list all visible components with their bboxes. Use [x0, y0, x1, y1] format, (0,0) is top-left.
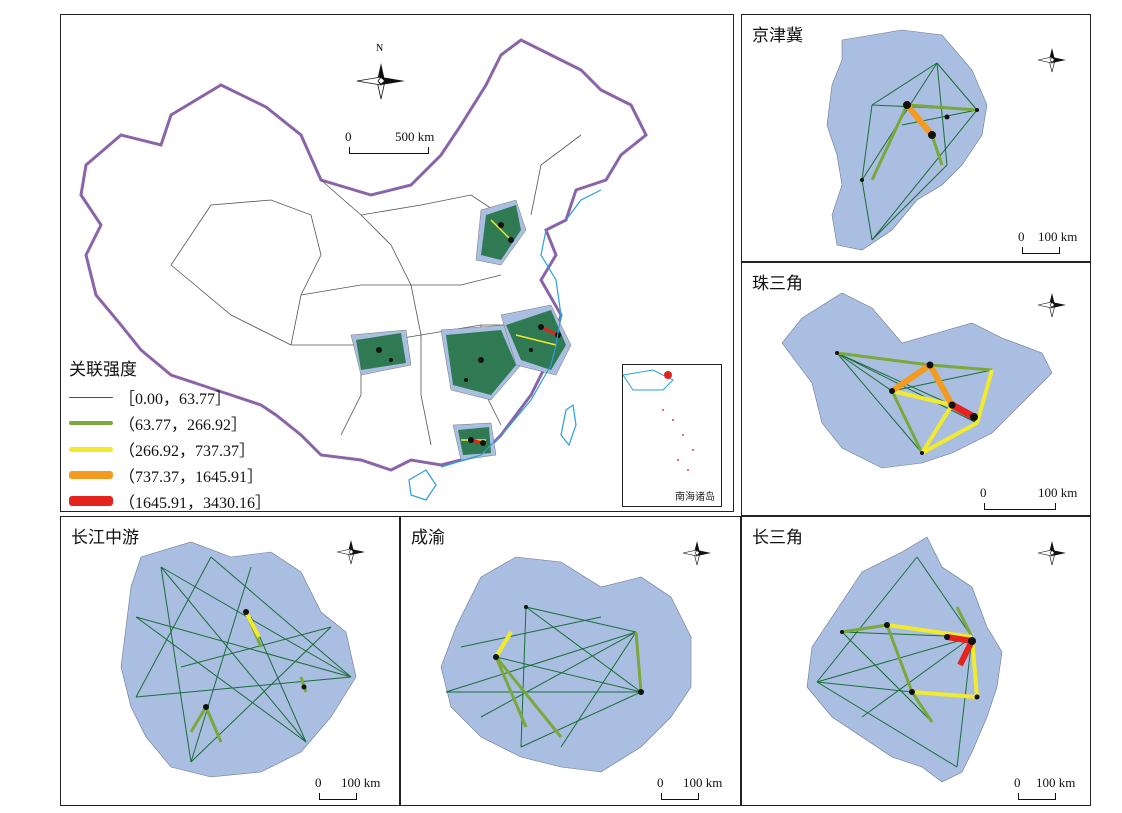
scale-bar: 0 100 km: [1018, 229, 1090, 259]
north-arrow: [336, 540, 365, 565]
inset-label: 南海诸岛: [675, 492, 715, 503]
north-arrow: [1037, 293, 1066, 318]
south-china-sea-inset: 南海诸岛: [622, 364, 722, 507]
legend-item: （63.77，266.92］: [69, 410, 271, 436]
panel-csj: 长三角 0 100 km: [741, 516, 1091, 806]
map-csj: [806, 536, 1066, 783]
legend-item: ［0.00，63.77］: [69, 384, 271, 410]
north-arrow: [682, 541, 711, 566]
north-arrow: [1037, 541, 1066, 566]
taiwan: [560, 403, 577, 447]
panel-title: 珠三角: [752, 274, 803, 293]
scale-zero: 0: [345, 129, 352, 144]
legend-label: （63.77，266.92］: [119, 417, 248, 434]
urban-agglomerations: [350, 199, 572, 461]
north-label: N: [376, 43, 384, 54]
legend-swatch: [69, 396, 113, 398]
map-cjzy: [120, 540, 365, 778]
panel-title: 成渝: [411, 528, 445, 547]
china-map: [79, 38, 648, 501]
coastline: [408, 189, 602, 501]
city-nodes: [860, 101, 979, 182]
panel-title: 长三角: [752, 528, 803, 547]
legend-swatch: [69, 471, 113, 479]
legend-item: （266.92，737.37］: [69, 436, 271, 462]
scale-line: [349, 147, 429, 154]
panel-title: 京津冀: [752, 26, 803, 45]
panel-zsj: 珠三角 0 100 km: [741, 262, 1091, 516]
legend-item: （1645.91，3430.16］: [69, 488, 272, 512]
map-jjj: [826, 29, 1066, 251]
legend-item: （737.37，1645.91］: [69, 462, 271, 488]
main-scale-bar: 0 500 km: [345, 129, 455, 159]
panel-jjj: 京津冀 0 100 km: [741, 14, 1091, 262]
main-map-panel: N 0 500 km 关联强度 ［0.00，63.77］ （63.77，266.…: [60, 14, 734, 512]
legend-label: ［0.00，63.77］: [119, 391, 232, 408]
legend: 关联强度 ［0.00，63.77］ （63.77，266.92］ （266.92…: [69, 355, 272, 512]
legend-label: （1645.91，3430.16］: [119, 495, 272, 512]
panel-title: 长江中游: [71, 528, 139, 547]
legend-swatch: [69, 446, 113, 452]
legend-title: 关联强度: [69, 360, 137, 379]
map-cy: [440, 541, 711, 773]
north-arrow: [356, 63, 405, 100]
north-arrow: [1037, 48, 1066, 73]
panel-cy: 成渝 0 100 km: [400, 516, 741, 806]
scale-bar: 0 100 km: [315, 775, 399, 805]
legend-label: （737.37，1645.91］: [119, 469, 264, 486]
legend-label: （266.92，737.37］: [119, 443, 256, 460]
scale-bar: 0 100 km: [980, 485, 1090, 515]
map-zsj: [781, 292, 1066, 469]
scale-bar: 0 100 km: [657, 775, 740, 805]
legend-swatch: [69, 496, 113, 506]
scale-max: 500 km: [395, 129, 435, 144]
scale-bar: 0 100 km: [1014, 775, 1090, 805]
legend-swatch: [69, 421, 113, 425]
panel-cjzy: 长江中游 0 100 km: [60, 516, 400, 806]
